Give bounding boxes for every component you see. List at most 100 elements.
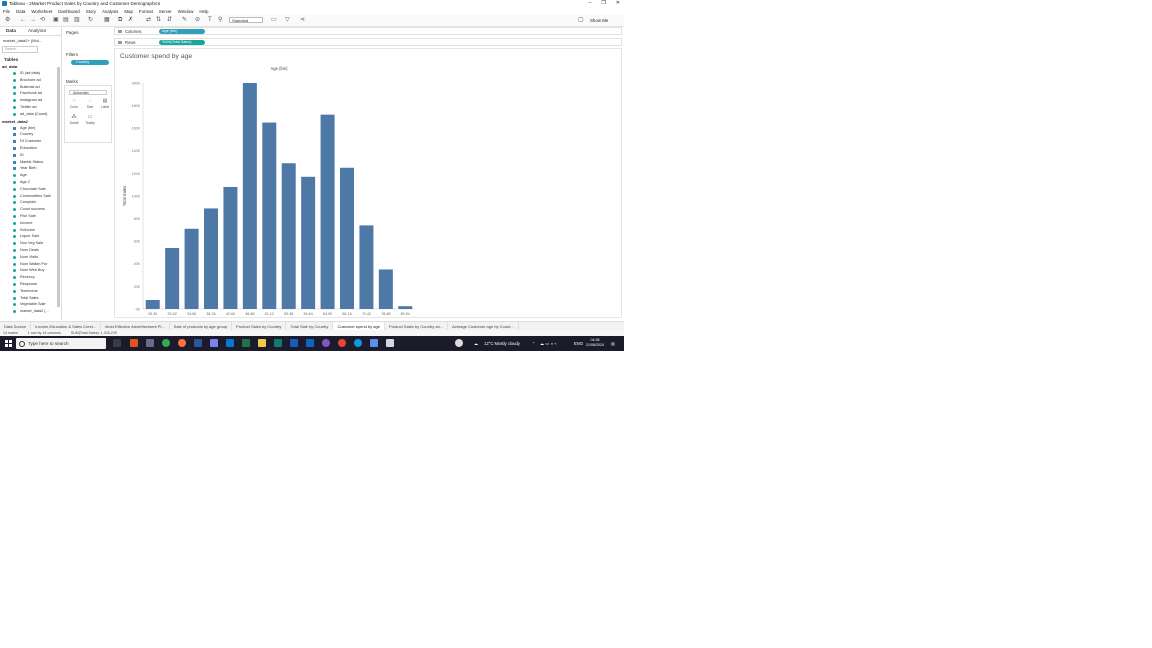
pause-updates-icon[interactable]: ▥ — [74, 17, 80, 23]
field-item[interactable]: Kidhome — [0, 227, 61, 234]
field-item[interactable]: Num Deals — [0, 247, 61, 254]
menu-story[interactable]: Story — [85, 9, 96, 14]
presentation-icon[interactable]: ▽ — [285, 17, 290, 23]
menu-file[interactable]: File — [3, 9, 11, 14]
task-view-icon[interactable] — [113, 339, 121, 347]
bar-38-34[interactable] — [204, 208, 218, 309]
field-item[interactable]: Chocolate Sale — [0, 186, 61, 193]
field-item[interactable]: Total Sales — [0, 295, 61, 302]
tableau-home-icon[interactable]: ⚙ — [5, 17, 11, 23]
field-item[interactable]: Brochure ad — [0, 77, 61, 84]
replay-icon[interactable]: ⟲ — [40, 17, 46, 23]
app-icon-1[interactable] — [274, 339, 282, 347]
tab-analytics[interactable]: Analytics — [27, 28, 47, 33]
swap-axes-icon[interactable]: ⇄ — [146, 17, 152, 23]
duplicate-icon[interactable]: ⧉ — [118, 17, 123, 23]
menu-server[interactable]: Server — [158, 9, 172, 14]
bar-59-64[interactable] — [301, 176, 316, 309]
edge-icon[interactable] — [354, 339, 362, 347]
size-button[interactable]: ◌ Size — [84, 98, 96, 111]
rows-shelf[interactable]: Rows SUM(Total Sales) — [114, 38, 622, 46]
field-item[interactable]: Recency — [0, 274, 61, 281]
bar-68-16[interactable] — [340, 167, 354, 309]
field-item[interactable]: Age — [0, 172, 61, 179]
field-item[interactable]: Instagram ad — [0, 97, 61, 104]
columns-shelf[interactable]: Columns Age (bin) — [114, 27, 622, 35]
fix-axes-icon[interactable]: ⚲ — [218, 17, 223, 23]
field-item[interactable]: Complain — [0, 199, 61, 206]
field-item[interactable]: Response — [0, 281, 61, 288]
sheet-tab[interactable]: Product Sales by Country — [232, 322, 287, 331]
field-item[interactable]: ad_data (Count) — [0, 111, 61, 118]
tray-icons[interactable]: ☁ ▭ ◖ ⌁ — [540, 341, 557, 346]
chrome-icon[interactable] — [162, 339, 170, 347]
brave-icon[interactable] — [130, 339, 138, 347]
bar-46-86[interactable] — [242, 83, 257, 309]
field-item[interactable]: Num Walkin Pur — [0, 261, 61, 268]
field-item[interactable]: Twitter ad — [0, 104, 61, 111]
field-item[interactable]: market_data2 (... — [0, 308, 61, 315]
field-search-input[interactable]: Search — [2, 46, 38, 53]
field-item[interactable]: Country — [0, 131, 61, 138]
language-indicator[interactable]: ENG — [574, 341, 584, 346]
field-item[interactable]: Education — [0, 145, 61, 152]
bar-29-02[interactable] — [165, 247, 180, 309]
sheet-tab[interactable]: Most Effective Advertisement Pl... — [101, 322, 170, 331]
widget-icon[interactable] — [455, 339, 463, 347]
field-item[interactable]: ID (ad data) — [0, 70, 61, 77]
group-icon[interactable]: ⊘ — [195, 17, 201, 23]
sort-asc-icon[interactable]: ⇅ — [156, 17, 162, 23]
field-item[interactable]: Fish Sale — [0, 213, 61, 220]
app-icon-4[interactable] — [322, 339, 330, 347]
clock[interactable]: 04:38 21/08/2024 — [583, 338, 607, 348]
windows-start-icon[interactable] — [5, 340, 12, 347]
clear-sheet-icon[interactable]: ✗ — [128, 17, 134, 23]
field-item[interactable]: Facebook ad — [0, 90, 61, 97]
file-explorer-icon[interactable] — [258, 339, 266, 347]
app-icon-5[interactable] — [338, 339, 346, 347]
minimize-button[interactable]: – — [588, 0, 592, 6]
data-source-tab[interactable]: Data Source — [0, 322, 32, 331]
mark-type-select[interactable]: Automatic — [69, 90, 107, 95]
sheet-tab[interactable]: Total Sale by Country — [286, 322, 334, 331]
rows-pill[interactable]: SUM(Total Sales) — [159, 40, 205, 45]
redo-icon[interactable]: → — [30, 17, 36, 23]
bar-51-12[interactable] — [262, 122, 277, 309]
filter-country-pill[interactable]: Country — [71, 60, 109, 65]
bar-25-30[interactable] — [145, 299, 160, 309]
field-item[interactable]: Num Visits — [0, 254, 61, 261]
labels-icon[interactable]: T — [208, 17, 212, 23]
new-worksheet-icon[interactable]: ▦ — [104, 17, 110, 23]
bar-63-90[interactable] — [320, 114, 335, 309]
tab-data[interactable]: Data — [6, 28, 16, 33]
field-item[interactable]: Teenhome — [0, 288, 61, 295]
field-item[interactable]: Marital Status — [0, 159, 61, 166]
copilot-icon[interactable] — [146, 339, 154, 347]
table-ad-data[interactable]: ad_data — [2, 64, 18, 69]
field-item[interactable]: Bulkmail ad — [0, 84, 61, 91]
refresh-icon[interactable]: ↻ — [88, 17, 94, 23]
field-item[interactable]: Non Veg Sale — [0, 240, 61, 247]
tooltip-button[interactable]: ▭ Tooltip — [84, 114, 96, 127]
taskbar-search-input[interactable]: Type here to search — [16, 338, 106, 349]
field-item[interactable]: Income — [0, 220, 61, 227]
new-datasource-icon[interactable]: ▤ — [63, 17, 69, 23]
color-button[interactable]: ⁙ Color — [68, 98, 80, 111]
field-item[interactable]: Liquor Sale — [0, 233, 61, 240]
sort-desc-icon[interactable]: ⇵ — [167, 17, 173, 23]
field-item[interactable]: Dt Customer — [0, 138, 61, 145]
bar-34-06[interactable] — [184, 228, 199, 309]
bar-42-60[interactable] — [223, 186, 238, 309]
detail-button[interactable]: ⁂ Detail — [68, 114, 80, 127]
weather-text[interactable]: 12°C Mostly cloudy — [484, 341, 520, 346]
app-icon-2[interactable] — [290, 339, 298, 347]
excel-icon[interactable] — [242, 339, 250, 347]
bar-72-42[interactable] — [359, 225, 374, 309]
teams-icon[interactable] — [210, 339, 218, 347]
show-me-button[interactable]: Show Me — [590, 18, 609, 23]
field-item[interactable]: Year Birth — [0, 165, 61, 172]
show-cards-icon[interactable]: ▭ — [271, 17, 277, 23]
highlight-icon[interactable]: ✎ — [182, 17, 188, 23]
field-item[interactable]: Commodities Sale — [0, 193, 61, 200]
notification-icon[interactable]: ▤ — [611, 341, 615, 346]
